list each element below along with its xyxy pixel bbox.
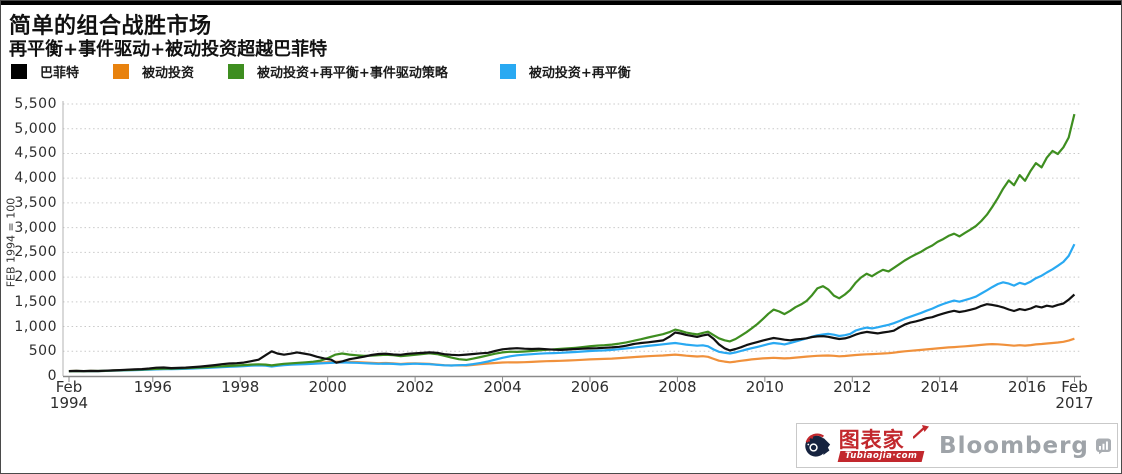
series-line-被动投资+再平衡 xyxy=(68,243,1076,373)
x-tick-label: 2002 xyxy=(396,378,435,396)
y-tick-label: 0 xyxy=(47,368,57,384)
legend-item-buffett: 巴菲特 xyxy=(11,62,79,81)
x-tick-label: 1998 xyxy=(221,378,260,396)
x-tick-label: 2012 xyxy=(833,378,872,396)
y-tick-label: 500 xyxy=(28,343,57,360)
legend-label: 被动投资+再平衡+事件驱动策略 xyxy=(257,66,448,81)
x-tick-label: 2014 xyxy=(920,378,959,396)
legend-label: 巴菲特 xyxy=(40,66,80,81)
x-tick-label: 2004 xyxy=(483,378,522,396)
legend-item-passive: 被动投资 xyxy=(113,62,194,81)
y-tick-label: 1,500 xyxy=(14,293,57,310)
series-line-巴菲特 xyxy=(68,293,1076,373)
x-tick-label: 2000 xyxy=(308,378,347,396)
y-tick-label: 3,000 xyxy=(14,219,57,236)
series-line-被动投资+再平衡+事件驱动策略 xyxy=(68,113,1076,373)
x-tick-label: 2006 xyxy=(570,378,610,396)
legend-label: 被动投资+再平衡 xyxy=(528,66,631,81)
x-tick-label: 2010 xyxy=(745,378,784,396)
legend-item-passive-rebalance: 被动投资+再平衡 xyxy=(499,62,631,81)
legend-item-passive-rebalance-event: 被动投资+再平衡+事件驱动策略 xyxy=(228,62,448,81)
y-tick-label: 2,500 xyxy=(14,244,57,261)
trend-arrow-icon xyxy=(913,424,930,439)
legend: 巴菲特 被动投资 被动投资+再平衡+事件驱动策略 被动投资+再平衡 xyxy=(11,62,665,81)
x-tick-label: 2016 xyxy=(1008,378,1047,396)
legend-swatch-blue xyxy=(499,64,516,79)
legend-swatch-green xyxy=(228,64,245,79)
tubiaojia-brand: 图表家 Tubiaojia·com xyxy=(837,424,930,462)
tubiaojia-url-banner: Tubiaojia·com xyxy=(837,450,925,462)
tubiaojia-brand-name: 图表家 xyxy=(839,424,930,450)
y-tick-label: 5,000 xyxy=(14,120,57,137)
x-tick-label: 1996 xyxy=(133,378,172,396)
y-tick-label: 1,000 xyxy=(14,318,57,335)
x-tick-label: 2008 xyxy=(658,378,697,396)
y-tick-label: 2,000 xyxy=(14,269,57,286)
legend-label: 被动投资 xyxy=(142,66,195,81)
tubiaojia-head-icon xyxy=(805,433,831,457)
bloomberg-signal-icon xyxy=(1095,437,1111,454)
legend-swatch-black xyxy=(11,64,27,79)
legend-swatch-orange xyxy=(113,64,130,79)
watermark-box: 图表家 Tubiaojia·com Bloomberg xyxy=(796,423,1118,468)
bloomberg-logo-text: Bloomberg xyxy=(939,432,1089,459)
y-tick-label: 3,500 xyxy=(14,194,57,211)
chart-subtitle: 再平衡+事件驱动+被动投资超越巴菲特 xyxy=(9,39,328,60)
chart-title: 简单的组合战胜市场 xyxy=(9,14,212,39)
x-tick-label: Feb 1994 xyxy=(49,378,89,412)
top-accent-bar xyxy=(1,1,1121,5)
x-tick-label: Feb 2017 xyxy=(1055,378,1094,412)
y-tick-label: 5,500 xyxy=(14,96,57,112)
y-tick-label: 4,500 xyxy=(14,145,57,162)
y-tick-label: 4,000 xyxy=(14,170,57,187)
